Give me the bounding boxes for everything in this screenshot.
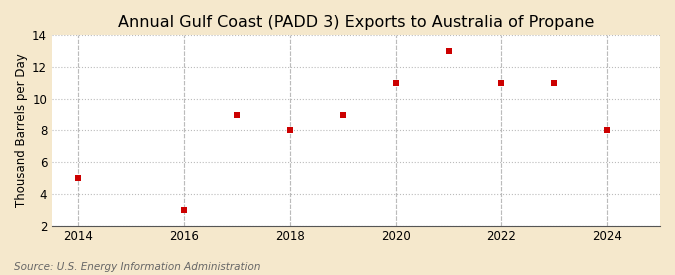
Text: Source: U.S. Energy Information Administration: Source: U.S. Energy Information Administ…: [14, 262, 260, 272]
Point: [601, 128, 612, 133]
Point: [390, 81, 401, 85]
Point: [443, 49, 454, 53]
Point: [285, 128, 296, 133]
Point: [73, 176, 84, 180]
Point: [549, 81, 560, 85]
Y-axis label: Thousand Barrels per Day: Thousand Barrels per Day: [15, 54, 28, 207]
Point: [338, 112, 348, 117]
Title: Annual Gulf Coast (PADD 3) Exports to Australia of Propane: Annual Gulf Coast (PADD 3) Exports to Au…: [118, 15, 594, 30]
Point: [496, 81, 507, 85]
Point: [179, 208, 190, 212]
Point: [232, 112, 242, 117]
